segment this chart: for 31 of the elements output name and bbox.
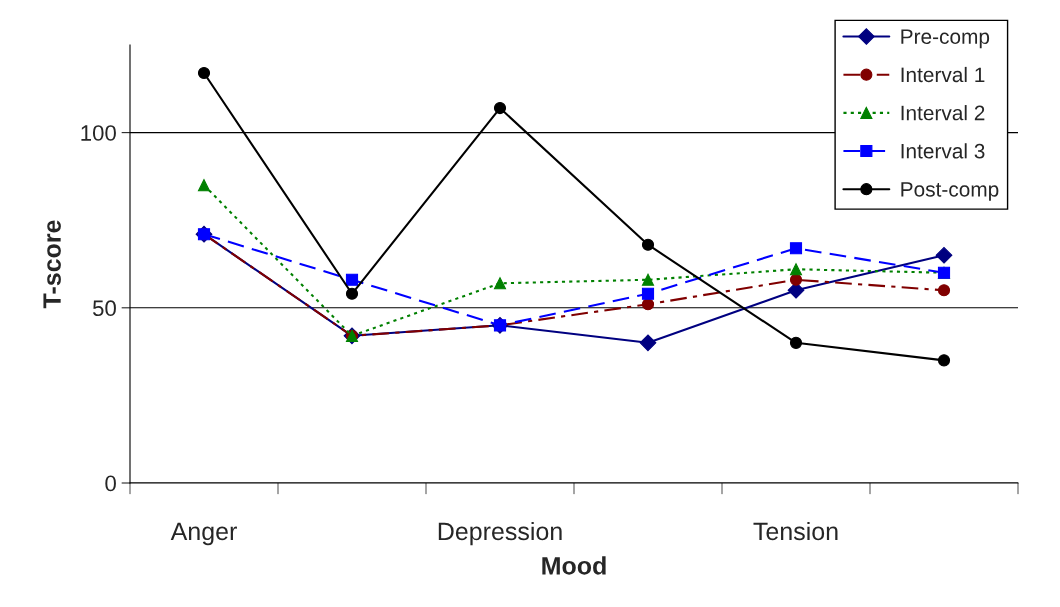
point	[937, 354, 951, 367]
point	[639, 334, 657, 352]
x-axis-title: Mood	[542, 556, 606, 575]
legend-label: Interval 3	[901, 143, 985, 159]
x-tick-label: Anger	[170, 522, 237, 546]
point	[641, 287, 655, 300]
point	[789, 273, 803, 286]
legend-label: Interval 1	[901, 66, 985, 83]
point	[641, 298, 655, 311]
point	[789, 242, 803, 255]
y-tick-label: 50	[92, 300, 116, 317]
point	[935, 246, 953, 264]
point	[493, 277, 507, 290]
point	[937, 284, 951, 297]
y-tick-label: 100	[81, 125, 116, 141]
legend-label: Interval 2	[901, 105, 985, 121]
point	[641, 238, 655, 251]
point	[493, 102, 507, 115]
y-axis-title: T-score	[43, 220, 61, 309]
point	[345, 287, 359, 300]
point	[197, 66, 211, 80]
point	[789, 263, 803, 276]
point	[789, 336, 803, 349]
x-tick-label: Tension	[753, 521, 838, 541]
legend-label: Pre-comp	[901, 29, 990, 49]
point	[345, 273, 359, 286]
y-tick-label: 0	[105, 475, 116, 492]
point	[197, 179, 211, 192]
point	[641, 273, 655, 286]
x-tick-label: Depression	[438, 521, 562, 546]
legend-label: Post-comp	[901, 182, 999, 201]
